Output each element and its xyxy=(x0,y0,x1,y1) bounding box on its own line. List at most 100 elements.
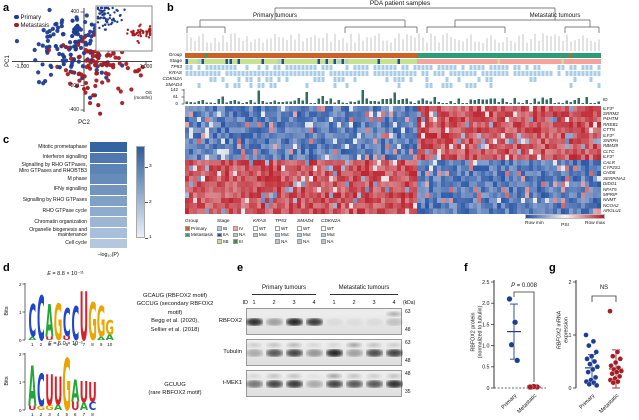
heatmap-cell xyxy=(357,149,361,155)
legend-swatch xyxy=(321,239,326,244)
heatmap-cell xyxy=(241,170,245,177)
pca-point xyxy=(47,7,52,13)
tp53-track xyxy=(217,65,221,70)
kras-track xyxy=(253,71,257,76)
heatmap-cell xyxy=(209,197,213,204)
heatmap-cell xyxy=(461,138,465,144)
heatmap-cell xyxy=(277,143,281,150)
heatmap-cell xyxy=(461,181,465,187)
heatmap-cell xyxy=(217,170,221,177)
heatmap-cell xyxy=(317,170,321,177)
heatmap-cell xyxy=(389,208,393,214)
heatmap-cell xyxy=(201,154,205,160)
heatmap-cell xyxy=(553,116,557,123)
heatmap-cell xyxy=(541,160,545,166)
logo-letter: A xyxy=(45,295,53,347)
heatmap-cell xyxy=(289,208,293,214)
heatmap-cell xyxy=(365,138,369,144)
heatmap-cell xyxy=(217,197,221,204)
kras-track xyxy=(241,71,245,76)
heatmap-cell xyxy=(265,170,269,177)
heatmap-cell xyxy=(573,133,577,139)
heatmap-cell xyxy=(517,154,521,160)
pca-point xyxy=(85,49,90,54)
heatmap-cell xyxy=(349,111,353,117)
heatmap-cell xyxy=(401,149,405,155)
heatmap-cell xyxy=(505,133,509,139)
heatmap-cell xyxy=(249,165,253,171)
heatmap-cell xyxy=(493,176,497,182)
gene-label: ILF3* xyxy=(603,132,614,138)
heatmap-cell xyxy=(445,160,449,166)
heatmap-cell xyxy=(361,181,365,187)
heatmap-cell xyxy=(249,208,253,214)
heatmap-cell xyxy=(553,208,557,214)
heatmap-cell xyxy=(293,187,297,193)
heatmap-cell xyxy=(309,176,313,182)
pathway-label: RHO GTPase cycle xyxy=(42,207,87,214)
heatmap-cell xyxy=(441,181,445,187)
pca-point xyxy=(32,47,37,53)
pca-point xyxy=(91,50,96,55)
heatmap-cell xyxy=(349,170,353,177)
logo-letter: U xyxy=(28,405,37,412)
heatmap-cell xyxy=(577,122,581,128)
heatmap-cell xyxy=(325,133,329,139)
heatmap-cell xyxy=(405,187,409,193)
pca-point xyxy=(41,28,46,33)
heatmap-cell xyxy=(381,127,385,133)
pca-inset-point xyxy=(138,31,142,34)
heatmap-cell xyxy=(457,143,461,150)
os-bar xyxy=(277,101,281,104)
heatmap-cell xyxy=(485,127,489,133)
heatmap-cell xyxy=(457,133,461,139)
heatmap-cell xyxy=(317,187,321,193)
heatmap-cell xyxy=(589,165,593,171)
group-track-primary xyxy=(185,53,417,58)
tp53-track xyxy=(557,65,561,70)
heatmap-cell xyxy=(513,176,517,182)
heatmap-cell xyxy=(477,165,481,171)
heatmap-cell xyxy=(453,133,457,139)
heatmap-cell xyxy=(465,192,469,198)
heatmap-cell xyxy=(397,111,401,117)
smad4-track xyxy=(225,83,229,88)
lane-number: 3 xyxy=(292,300,296,306)
heatmap-cell xyxy=(561,208,565,214)
heatmap-cell xyxy=(425,208,429,214)
legend-swatch xyxy=(297,239,302,244)
heatmap-cell xyxy=(449,181,453,187)
logo-y-tick-label: 2 xyxy=(19,282,22,287)
heatmap-cell xyxy=(221,154,225,160)
heatmap-cell xyxy=(281,143,285,150)
heatmap-cell xyxy=(485,116,489,123)
heatmap-cell xyxy=(317,122,321,128)
heatmap-cell xyxy=(309,170,313,177)
heatmap-cell xyxy=(457,208,461,214)
heatmap-cell xyxy=(333,138,337,144)
heatmap-cell xyxy=(389,122,393,128)
heatmap-cell xyxy=(557,176,561,182)
heatmap-cell xyxy=(373,192,377,198)
heatmap-cell xyxy=(377,154,381,160)
heatmap-cell xyxy=(241,149,245,155)
tp53-track xyxy=(377,65,381,70)
heatmap-cell xyxy=(417,122,421,128)
heatmap-cell xyxy=(361,149,365,155)
os-bar xyxy=(233,100,237,104)
heatmap-cell xyxy=(557,116,561,123)
heatmap-cell xyxy=(333,208,337,214)
heatmap-cell xyxy=(433,181,437,187)
heatmap-cell xyxy=(193,165,197,171)
heatmap-cell xyxy=(305,181,309,187)
heatmap-cell xyxy=(241,133,245,139)
heatmap-cell xyxy=(285,143,289,150)
heatmap-cell xyxy=(197,122,201,128)
heatmap-cell xyxy=(549,160,553,166)
heatmap-cell xyxy=(385,116,389,123)
heatmap-cell xyxy=(313,197,317,204)
heatmap-cell xyxy=(453,170,457,177)
heatmap-cell xyxy=(517,133,521,139)
heatmap-cell xyxy=(401,192,405,198)
heatmap-cell xyxy=(357,203,361,209)
